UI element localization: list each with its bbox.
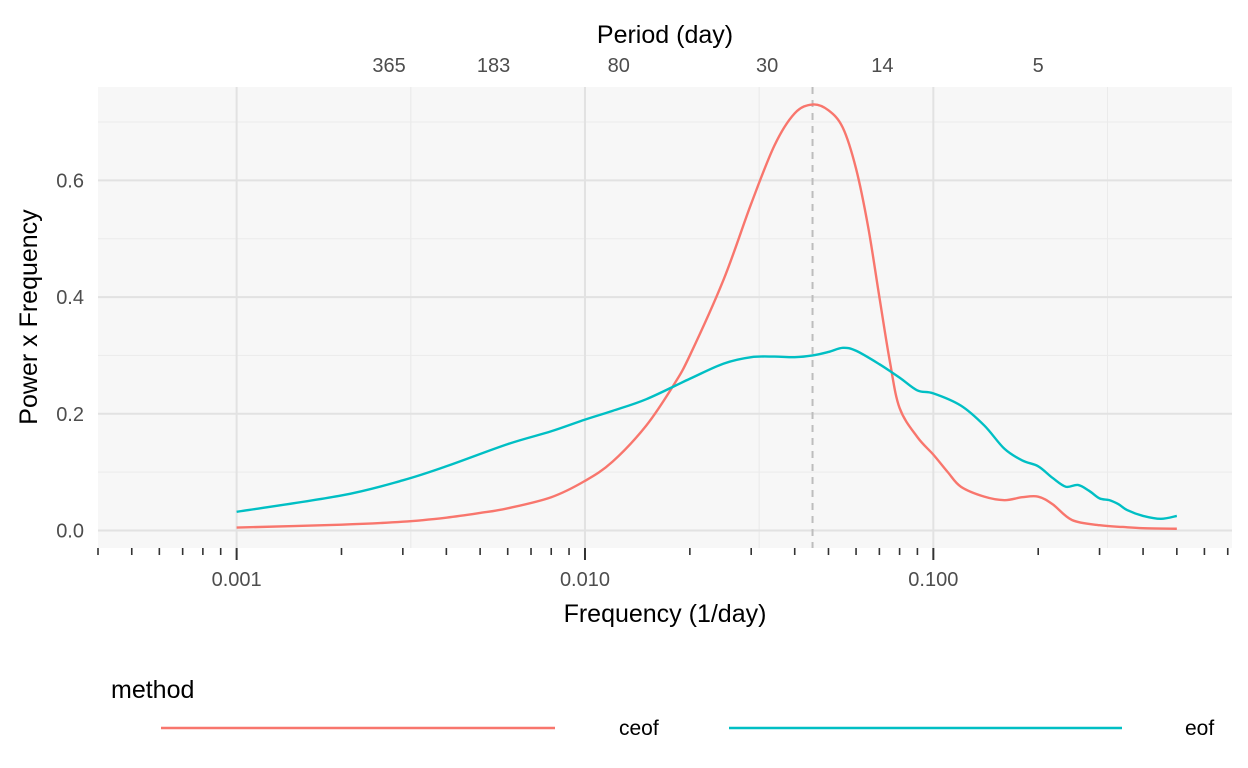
legend-label-ceof: ceof xyxy=(619,717,659,740)
secondary-x-tick-label: 30 xyxy=(756,55,778,77)
y-tick-label: 0.4 xyxy=(56,287,84,309)
x-tick-label: 0.010 xyxy=(560,569,610,591)
legend-label-eof: eof xyxy=(1185,717,1214,740)
y-tick-label: 0.2 xyxy=(56,404,84,426)
y-axis-ticks: 0.0 0.2 0.4 0.6 xyxy=(56,170,84,542)
secondary-x-tick-label: 183 xyxy=(477,55,510,77)
x-axis-title: Frequency (1/day) xyxy=(564,600,767,628)
secondary-x-axis-title: Period (day) xyxy=(597,21,733,49)
x-axis-ticks: 0.001 0.010 0.100 xyxy=(97,548,1229,591)
panel-background xyxy=(98,87,1232,548)
legend-title: method xyxy=(111,676,194,704)
series-lines xyxy=(236,103,1178,530)
secondary-x-tick-label: 5 xyxy=(1033,55,1044,77)
series-line-eof xyxy=(236,346,1178,521)
y-tick-label: 0.0 xyxy=(56,520,84,542)
x-tick-label: 0.001 xyxy=(212,569,262,591)
secondary-x-axis-ticks: 365 183 80 30 14 5 xyxy=(372,55,1043,77)
y-axis-title: Power x Frequency xyxy=(15,209,43,425)
secondary-x-tick-label: 365 xyxy=(372,55,405,77)
y-tick-label: 0.6 xyxy=(56,170,84,192)
series-line-ceof xyxy=(236,103,1177,530)
legend: ceof eof xyxy=(161,717,1214,740)
secondary-x-tick-label: 14 xyxy=(871,55,893,77)
x-tick-label: 0.100 xyxy=(908,569,958,591)
secondary-x-tick-label: 80 xyxy=(608,55,630,77)
grid-lines xyxy=(98,87,1232,548)
